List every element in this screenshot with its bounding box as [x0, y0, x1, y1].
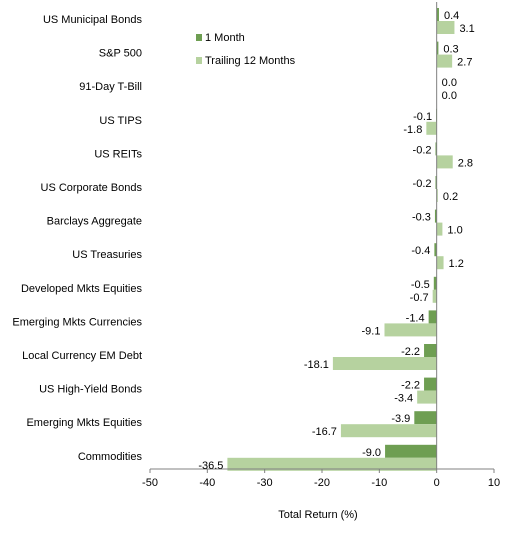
- category-labels: US Municipal Bonds S&P 500 91-Day T-Bill US…: [12, 14, 142, 463]
- data-label: -0.5: [411, 279, 430, 291]
- x-tick-label: -50: [142, 477, 158, 489]
- legend: 1 Month Trailing 12 Months: [196, 32, 296, 67]
- bar-1-month: [424, 344, 437, 357]
- category-label: Commodities: [78, 451, 143, 463]
- legend-swatch: [196, 34, 202, 41]
- bar-trailing-12-months: [436, 21, 455, 34]
- legend-label: 1 Month: [205, 32, 245, 44]
- data-label: -3.9: [391, 413, 410, 425]
- data-label: -1.4: [406, 312, 425, 324]
- x-tick-label: 0: [434, 477, 440, 489]
- legend-swatch: [196, 57, 202, 64]
- category-label: US High-Yield Bonds: [39, 384, 142, 396]
- data-label: -36.5: [198, 460, 223, 472]
- data-label: -0.4: [411, 245, 430, 257]
- bar-1-month: [435, 142, 437, 156]
- data-label: -0.1: [413, 111, 432, 123]
- bar-trailing-12-months: [436, 189, 438, 202]
- bar-trailing-12-months: [426, 121, 437, 135]
- category-label: US TIPS: [99, 115, 142, 127]
- category-label: Emerging Mkts Currencies: [12, 316, 142, 328]
- category-label: Emerging Mkts Equities: [26, 417, 142, 429]
- data-label: -9.1: [362, 325, 381, 337]
- bar-trailing-12-months: [436, 155, 453, 169]
- x-tick-label: -40: [199, 477, 215, 489]
- data-label: 0.3: [443, 44, 458, 56]
- bar-1-month: [434, 209, 437, 223]
- data-label: 1.0: [447, 225, 462, 237]
- data-label: -0.7: [410, 292, 429, 304]
- bar-trailing-12-months: [436, 256, 444, 270]
- bar-1-month: [385, 444, 437, 458]
- bar-trailing-12-months: [436, 54, 453, 68]
- x-axis: -50 -40 -30 -20 -10 0 10: [142, 2, 500, 489]
- bar-trailing-12-months: [432, 289, 437, 303]
- data-label: -16.7: [312, 426, 337, 438]
- category-label: US REITs: [94, 148, 142, 160]
- value-labels: 0.43.10.32.70.00.0-0.1-1.8-0.22.8-0.20.2…: [198, 10, 474, 472]
- x-tick-label: -20: [314, 477, 330, 489]
- legend-label: Trailing 12 Months: [205, 55, 296, 67]
- data-label: -3.4: [394, 393, 413, 405]
- bar-1-month: [414, 411, 437, 425]
- bar-1-month: [436, 41, 439, 55]
- bar-trailing-12-months: [332, 357, 437, 370]
- data-label: -0.2: [413, 178, 432, 190]
- category-label: Barclays Aggregate: [47, 216, 142, 228]
- data-label: -2.2: [401, 346, 420, 358]
- data-label: -0.2: [413, 144, 432, 156]
- category-label: US Treasuries: [72, 249, 142, 261]
- bar-trailing-12-months: [436, 222, 443, 236]
- data-label: 0.2: [443, 191, 458, 203]
- bars-layer: [227, 8, 455, 471]
- bar-1-month: [435, 176, 437, 189]
- category-label: US Municipal Bonds: [43, 14, 143, 26]
- data-label: 2.7: [457, 57, 472, 69]
- x-tick-label: -30: [257, 477, 273, 489]
- data-label: -9.0: [362, 447, 381, 459]
- data-label: 3.1: [459, 23, 474, 35]
- bar-1-month: [434, 243, 437, 257]
- x-axis-title: Total Return (%): [278, 509, 357, 521]
- bar-trailing-12-months: [227, 457, 437, 471]
- data-label: 0.0: [442, 90, 457, 102]
- category-label: 91-Day T-Bill: [79, 81, 142, 93]
- bar-1-month: [424, 377, 437, 391]
- bar-1-month: [436, 8, 439, 21]
- data-label: 0.0: [442, 77, 457, 89]
- data-label: -18.1: [304, 359, 329, 371]
- data-label: -2.2: [401, 380, 420, 392]
- data-label: 0.4: [444, 10, 459, 22]
- category-label: Developed Mkts Equities: [21, 283, 143, 295]
- bar-trailing-12-months: [417, 390, 437, 404]
- bar-1-month: [428, 310, 437, 324]
- x-tick-label: -10: [371, 477, 387, 489]
- data-label: 1.2: [449, 258, 464, 270]
- bar-trailing-12-months: [384, 323, 437, 337]
- data-label: 2.8: [458, 157, 473, 169]
- bar-1-month: [433, 276, 437, 290]
- category-label: S&P 500: [99, 48, 142, 60]
- data-label: -1.8: [403, 124, 422, 136]
- x-tick-label: 10: [488, 477, 500, 489]
- category-label: Local Currency EM Debt: [22, 350, 142, 362]
- category-label: US Corporate Bonds: [41, 182, 143, 194]
- data-label: -0.3: [412, 212, 431, 224]
- bar-trailing-12-months: [340, 424, 437, 438]
